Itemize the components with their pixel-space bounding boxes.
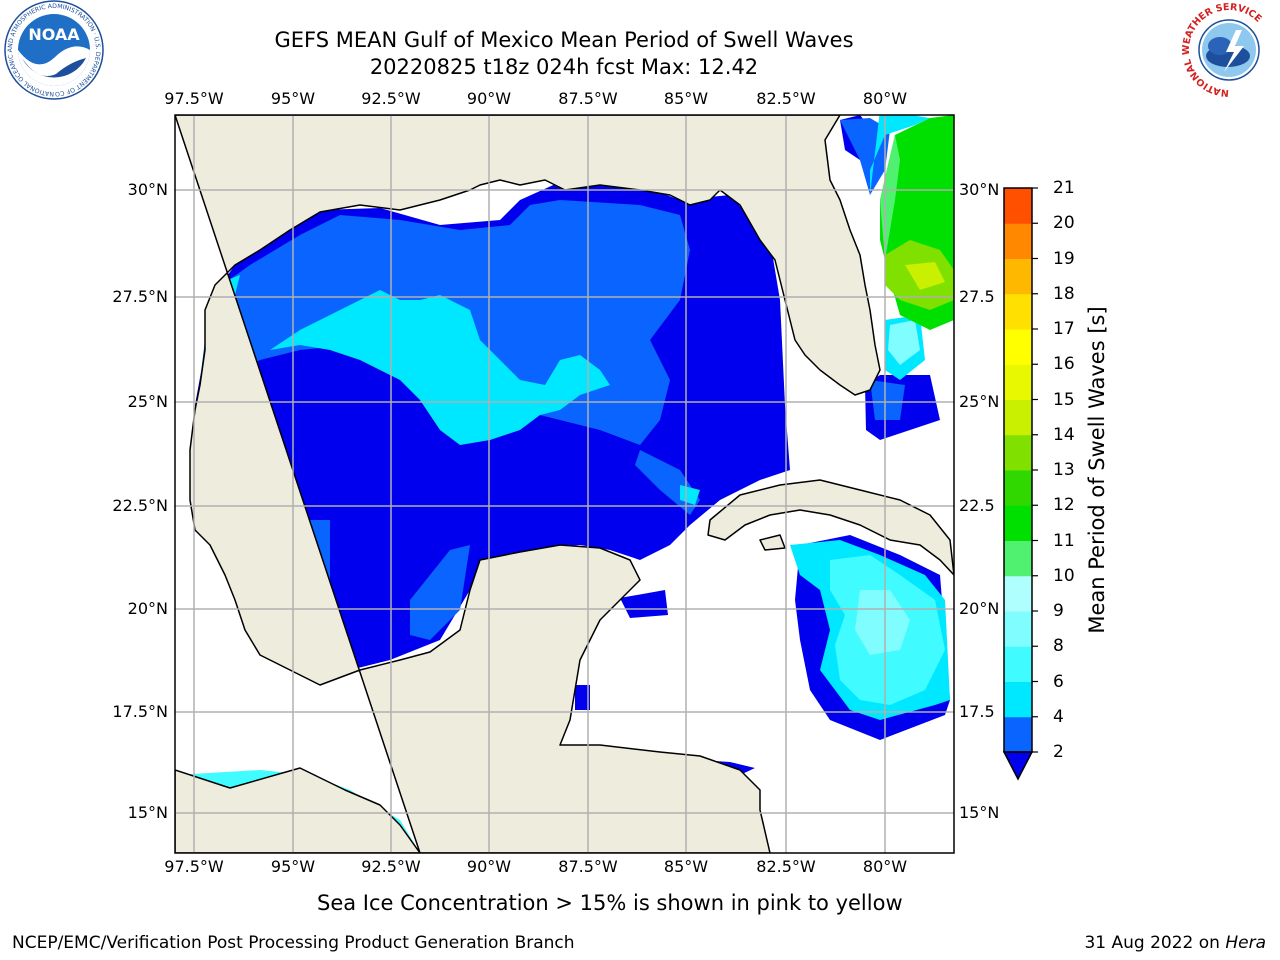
colorbar-segment bbox=[1004, 258, 1032, 295]
lon-label-bottom: 90°W bbox=[466, 857, 512, 876]
nws-logo: NATIONAL WEATHER SERVICE bbox=[1181, 2, 1277, 98]
noaa-text: NOAA bbox=[28, 25, 80, 44]
colorbar-segment bbox=[1004, 329, 1032, 365]
lon-label-top: 92.5°W bbox=[361, 89, 421, 108]
land-us-mexico-north bbox=[175, 115, 881, 853]
lat-label-right: 25°N bbox=[959, 392, 1000, 411]
colorbar-segment bbox=[1004, 575, 1032, 612]
colorbar-tick-label: 14 bbox=[1053, 424, 1075, 445]
colorbar-tick-label: 8 bbox=[1053, 636, 1064, 657]
colorbar-segment bbox=[1004, 716, 1032, 753]
lat-label-right: 22.5 bbox=[959, 496, 995, 515]
colorbar-tick-label: 20 bbox=[1053, 213, 1075, 234]
lat-label-right: 20°N bbox=[959, 599, 1000, 618]
colorbar-frame bbox=[1003, 187, 1033, 753]
lon-label-top: 95°W bbox=[270, 89, 316, 108]
colorbar-tick-label: 13 bbox=[1053, 460, 1075, 480]
colorbar-segment bbox=[1004, 540, 1032, 577]
lat-label-left: 17.5°N bbox=[112, 702, 168, 721]
colorbar-tick-label: 19 bbox=[1053, 248, 1075, 269]
lon-label-bottom: 80°W bbox=[862, 857, 908, 876]
land-cuba bbox=[707, 479, 954, 576]
colorbar-tick-label: 15 bbox=[1053, 389, 1075, 410]
colorbar-tick-label: 16 bbox=[1053, 354, 1075, 375]
lon-label-top: 80°W bbox=[862, 89, 908, 108]
colorbar-label: Mean Period of Swell Waves [s] bbox=[1085, 306, 1109, 634]
noaa-logo: NATIONAL OCEANIC AND ATMOSPHERIC ADMINIS… bbox=[2, 0, 104, 100]
land-areas bbox=[175, 115, 954, 853]
map-frame bbox=[174, 114, 955, 854]
lon-label-bottom: 85°W bbox=[663, 857, 709, 876]
swell-field-green bbox=[880, 115, 954, 330]
colorbar-segment bbox=[1004, 293, 1032, 330]
map-title-line1: GEFS MEAN Gulf of Mexico Mean Period of … bbox=[274, 28, 854, 52]
colorbar-segment bbox=[1004, 611, 1032, 647]
lat-label-right: 17.5 bbox=[959, 702, 995, 721]
lat-label-left: 20°N bbox=[127, 599, 168, 618]
lat-label-right: 15°N bbox=[959, 803, 1000, 822]
colorbar-tick-label: 10 bbox=[1053, 565, 1075, 586]
colorbar-segment bbox=[1004, 681, 1032, 718]
colorbar-segment bbox=[1004, 646, 1032, 682]
lon-label-bottom: 87.5°W bbox=[558, 857, 618, 876]
colorbar-tick-label: 2 bbox=[1053, 742, 1064, 762]
footer-branch: NCEP/EMC/Verification Post Processing Pr… bbox=[12, 933, 575, 953]
colorbar-segment bbox=[1004, 399, 1032, 436]
lon-label-bottom: 92.5°W bbox=[361, 857, 421, 876]
lat-label-left: 22.5°N bbox=[112, 496, 168, 515]
colorbar-segment bbox=[1004, 505, 1032, 541]
colorbar-tick-label: 6 bbox=[1053, 671, 1064, 692]
lat-label-left: 25°N bbox=[127, 392, 168, 411]
lat-label-right: 27.5 bbox=[959, 287, 995, 306]
lon-label-bottom: 95°W bbox=[270, 857, 316, 876]
colorbar-tick-label: 4 bbox=[1053, 706, 1064, 727]
lon-label-top: 90°W bbox=[466, 89, 512, 108]
lat-label-left: 27.5°N bbox=[112, 287, 168, 306]
colorbar-tick-label: 18 bbox=[1053, 283, 1075, 304]
colorbar-segment bbox=[1004, 188, 1032, 224]
colorbar-underflow-arrow bbox=[1002, 751, 1034, 781]
sea-ice-note: Sea Ice Concentration > 15% is shown in … bbox=[317, 891, 903, 915]
colorbar-segment bbox=[1004, 223, 1032, 259]
lon-label-bottom: 97.5°W bbox=[164, 857, 224, 876]
lon-label-top: 87.5°W bbox=[558, 89, 618, 108]
colorbar bbox=[1004, 187, 1038, 753]
colorbar-segment bbox=[1004, 470, 1032, 506]
footer-machine: Hera bbox=[1225, 933, 1266, 953]
lon-label-top: 82.5°W bbox=[756, 89, 816, 108]
lat-label-left: 30°N bbox=[127, 180, 168, 199]
lat-label-right: 30°N bbox=[959, 180, 1000, 199]
colorbar-segment bbox=[1004, 434, 1032, 471]
land-isla-juventud bbox=[759, 534, 786, 551]
map-title-line2: 20220825 t18z 024h fcst Max: 12.42 bbox=[369, 55, 759, 79]
lon-label-top: 85°W bbox=[663, 89, 709, 108]
colorbar-tick-label: 9 bbox=[1053, 601, 1064, 621]
lon-label-bottom: 82.5°W bbox=[756, 857, 816, 876]
footer-date: 31 Aug 2022 on Hera bbox=[1084, 933, 1266, 953]
colorbar-segment bbox=[1004, 364, 1032, 400]
lat-label-left: 15°N bbox=[127, 803, 168, 822]
graticule bbox=[175, 115, 954, 853]
lon-label-top: 97.5°W bbox=[164, 89, 224, 108]
colorbar-tick-label: 12 bbox=[1053, 495, 1075, 516]
colorbar-tick-label: 11 bbox=[1053, 530, 1075, 551]
colorbar-tick-label: 17 bbox=[1053, 319, 1075, 339]
colorbar-tick-label: 21 bbox=[1053, 178, 1075, 198]
footer-date-text: 31 Aug 2022 on bbox=[1084, 933, 1226, 953]
